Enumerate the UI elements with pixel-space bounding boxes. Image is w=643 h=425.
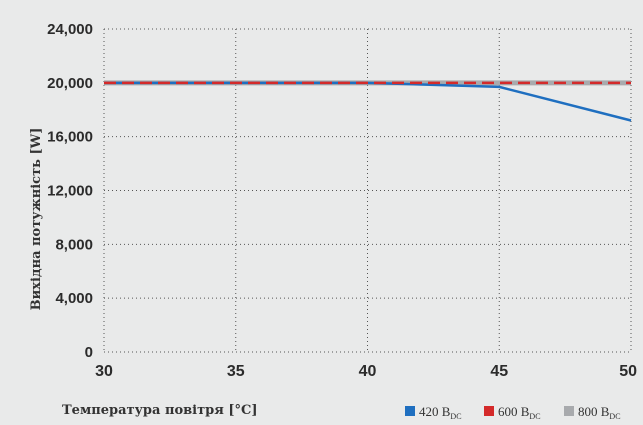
legend-swatch xyxy=(405,406,415,416)
legend-entry: 600 BDC xyxy=(498,404,541,421)
x-axis-title: Температура повітря [°C] xyxy=(62,403,258,418)
x-tick-label: 45 xyxy=(490,363,508,380)
y-tick-label: 20,000 xyxy=(47,75,93,92)
x-tick-label: 30 xyxy=(95,363,113,380)
grid-lines xyxy=(104,28,632,352)
legend: 420 BDC 600 BDC 800 BDC xyxy=(405,404,621,421)
y-tick-label: 8,000 xyxy=(55,236,93,253)
tick-labels: 0 4,000 8,000 12,000 16,000 20,000 24,000 30 35 4… xyxy=(47,21,637,380)
legend-swatch xyxy=(564,406,574,416)
y-tick-label: 16,000 xyxy=(47,129,93,146)
x-tick-label: 40 xyxy=(359,363,377,380)
y-axis-title: Вихідна потужність [W] xyxy=(29,128,44,311)
y-tick-label: 4,000 xyxy=(55,290,93,307)
y-tick-label: 0 xyxy=(85,344,93,361)
x-tick-label: 35 xyxy=(227,363,245,380)
legend-entry: 420 BDC xyxy=(419,404,462,421)
series-lines xyxy=(104,80,632,122)
legend-entry: 800 BDC xyxy=(578,404,621,421)
y-tick-label: 24,000 xyxy=(47,21,93,38)
x-tick-label: 50 xyxy=(619,363,637,380)
y-tick-label: 12,000 xyxy=(47,183,93,200)
legend-swatch xyxy=(484,406,494,416)
